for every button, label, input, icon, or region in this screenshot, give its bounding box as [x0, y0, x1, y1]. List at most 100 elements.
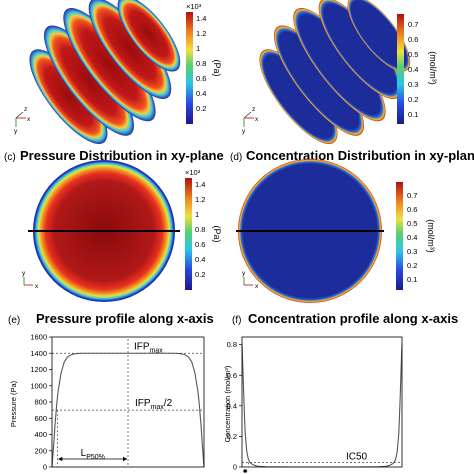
- triad-a-z: z: [24, 106, 27, 113]
- colorbar-d-tick: 0.6: [407, 205, 417, 214]
- colorbar-a-unit: (Pa): [212, 59, 222, 76]
- colorbar-a-tick: 0.8: [196, 59, 206, 68]
- colorbar-b-tick: 0.6: [408, 35, 418, 44]
- y-tick-label: 0.8: [227, 340, 237, 349]
- concentration-annotations: IC50: [243, 451, 368, 473]
- colorbar-d-tick: 0.5: [407, 219, 417, 228]
- triad-a-x: x: [27, 116, 31, 123]
- y-tick-label: 0.2: [227, 432, 237, 441]
- colorbar-b-ticks: 0.1 0.2 0.3 0.4 0.5 0.6 0.7: [408, 20, 418, 119]
- axes-triad-b: z x y: [242, 106, 259, 135]
- colorbar-c-exponent: ×10³: [185, 168, 201, 177]
- panel-d-label: (d): [230, 152, 242, 163]
- pressure-plot-frame: [51, 336, 205, 468]
- triad-b-z: z: [252, 106, 255, 113]
- y-tick-label: 0: [233, 463, 237, 472]
- lp50-label: LP50%: [81, 448, 105, 461]
- axes-triad-c: y x: [22, 270, 39, 290]
- colorbar-c: ×10³ 0.2 0.4 0.6 0.8 1 1.2 1.4 (Pa): [185, 168, 222, 290]
- triad-d-x: x: [255, 283, 259, 290]
- colorbar-b-tick: 0.2: [408, 95, 418, 104]
- triad-c-y: y: [22, 270, 26, 277]
- panel-a-slices: [29, 0, 181, 144]
- colorbar-a-tick: 0.6: [196, 74, 206, 83]
- colorbar-d: 0.1 0.2 0.3 0.4 0.5 0.6 0.7 (mol/m³): [396, 182, 436, 290]
- colorbar-c-unit: (Pa): [212, 225, 222, 242]
- colorbar-c-tick: 1.4: [195, 180, 205, 189]
- colorbar-b: 0.1 0.2 0.3 0.4 0.5 0.6 0.7 (mol/m³): [397, 14, 438, 124]
- colorbar-a-tick: 0.4: [196, 89, 206, 98]
- panel-c-title: Pressure Distribution in xy-plane: [20, 148, 224, 163]
- ic50-label: IC50: [346, 451, 368, 462]
- colorbar-c-ticks: 0.2 0.4 0.6 0.8 1 1.2 1.4: [195, 180, 205, 279]
- colorbar-a-tick: 0.2: [196, 104, 206, 113]
- triad-d-y: y: [242, 270, 246, 277]
- panel-f-title: Concentration profile along x-axis: [248, 311, 458, 326]
- ifp-half-label: IFPmax/2: [135, 398, 173, 411]
- axes-triad-d: y x: [242, 270, 259, 290]
- colorbar-d-tick: 0.7: [407, 191, 417, 200]
- pressure-y-ticks: 0 200 400 600 800 1000 1200 1400 1600: [30, 333, 52, 472]
- colorbar-a-tick: 1: [196, 44, 200, 53]
- colorbar-b-tick: 0.4: [408, 65, 418, 74]
- panel-e-heading: (e) Pressure profile along x-axis: [8, 311, 214, 326]
- concentration-slice-3: [293, 7, 386, 122]
- colorbar-d-tick: 0.3: [407, 247, 417, 256]
- colorbar-a-ticks: 0.2 0.4 0.6 0.8 1 1.2 1.4: [196, 14, 206, 113]
- panel-d-heading: (d) Concentration Distribution in xy-pla…: [230, 148, 474, 163]
- colorbar-b-tick: 0.1: [408, 110, 418, 119]
- colorbar-b-tick: 0.5: [408, 50, 418, 59]
- pressure-y-axis-label: Pressure (Pa): [9, 380, 18, 427]
- y-tick-label: 400: [34, 430, 47, 439]
- pressure-slice-3: [63, 7, 156, 122]
- colorbar-c-tick: 1.2: [195, 195, 205, 204]
- colorbar-b-tick: 0.3: [408, 80, 418, 89]
- concentration-slice-2: [273, 25, 364, 136]
- colorbar-c-tick: 0.4: [195, 255, 205, 264]
- lp50-arrow-left: [58, 456, 63, 462]
- concentration-plot-frame: [241, 336, 403, 468]
- colorbar-d-tick: 0.2: [407, 261, 417, 270]
- pressure-slice-4: [88, 0, 172, 99]
- colorbar-b-unit: (mol/m³): [428, 51, 438, 85]
- panel-b-slices: [259, 0, 411, 144]
- y-tick-label: 1000: [30, 381, 47, 390]
- panel-c-heading: (c) Pressure Distribution in xy-plane: [4, 148, 224, 163]
- colorbar-c-tick: 0.6: [195, 240, 205, 249]
- colorbar-a-exponent: ×10³: [186, 2, 202, 11]
- colorbar-c-tick: 0.2: [195, 270, 205, 279]
- colorbar-c-tick: 0.8: [195, 225, 205, 234]
- colorbar-a-tick: 1.2: [196, 29, 206, 38]
- concentration-profile-chart: 0 0.2 0.4 0.6 0.8 Concentration (mol/m³) IC5…: [223, 336, 403, 473]
- concentration-y-ticks: 0 0.2 0.4 0.6 0.8: [227, 340, 242, 472]
- y-tick-label: 0: [43, 463, 47, 472]
- y-tick-label: 200: [34, 446, 47, 455]
- y-tick-label: 1200: [30, 365, 47, 374]
- colorbar-d-tick: 0.4: [407, 233, 417, 242]
- panel-d-title: Concentration Distribution in xy-plane: [246, 148, 474, 163]
- triad-a-y: y: [14, 128, 18, 135]
- concentration-curve: [241, 344, 403, 468]
- triad-c-x: x: [35, 283, 39, 290]
- concentration-slice-4: [318, 0, 402, 99]
- panel-c-label: (c): [4, 152, 16, 163]
- pressure-annotations: IFPmax IFPmax/2 LP50%: [58, 341, 173, 462]
- axes-triad-a: z x y: [14, 106, 31, 135]
- pressure-slice-2: [43, 25, 134, 136]
- colorbar-d-tick: 0.1: [407, 275, 417, 284]
- pressure-curve: [51, 352, 205, 468]
- colorbar-b-tick: 0.7: [408, 20, 418, 29]
- panel-f-heading: (f) Concentration profile along x-axis: [232, 311, 458, 326]
- colorbar-d-unit: (mol/m³): [426, 219, 436, 253]
- colorbar-a: ×10³ 0.2 0.4 0.6 0.8 1 1.2 1.4 (Pa): [186, 2, 222, 124]
- lp50-arrow-right: [123, 456, 127, 462]
- y-tick-label: 800: [34, 398, 47, 407]
- concentration-slice-5: [347, 0, 411, 72]
- colorbar-d-ticks: 0.1 0.2 0.3 0.4 0.5 0.6 0.7: [407, 191, 417, 284]
- pressure-slice-5: [117, 0, 181, 72]
- pressure-profile-chart: 0 200 400 600 800 1000 1200 1400 1600 Pressure (…: [9, 333, 205, 472]
- colorbar-a-tick: 1.4: [196, 14, 206, 23]
- y-tick-label: 1600: [30, 333, 47, 342]
- pressure-slice-1: [29, 49, 108, 144]
